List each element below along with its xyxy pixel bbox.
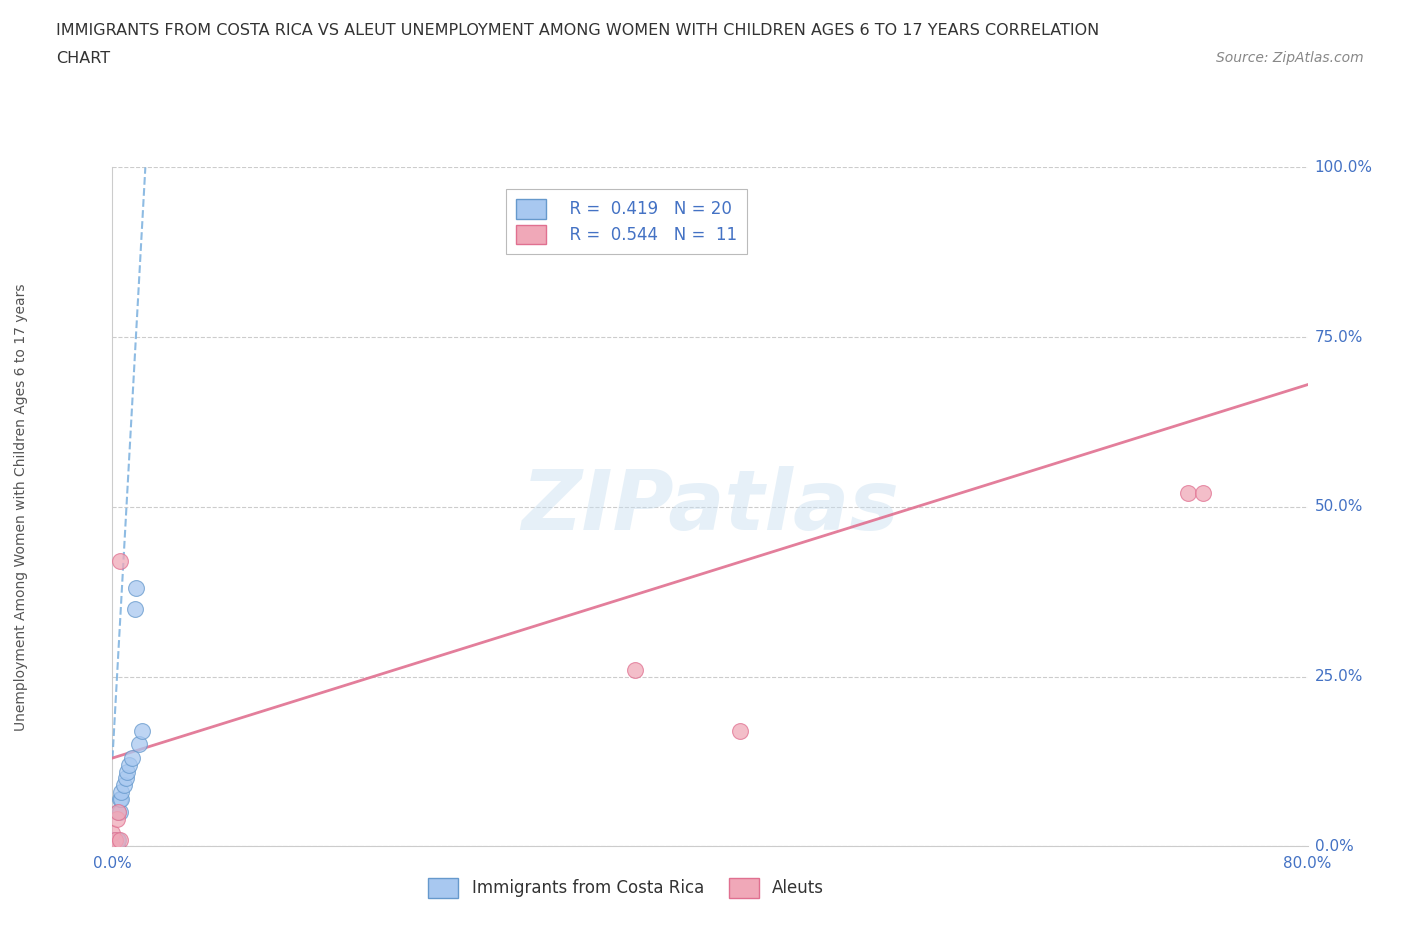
Point	[105, 812, 128, 827]
Point	[110, 791, 132, 806]
Point	[121, 751, 143, 765]
Point	[1192, 485, 1215, 500]
Point	[115, 771, 138, 786]
Text: Unemployment Among Women with Children Ages 6 to 17 years: Unemployment Among Women with Children A…	[14, 283, 28, 731]
Point	[107, 832, 129, 847]
Point	[118, 757, 141, 772]
Point	[131, 724, 153, 738]
Point	[107, 805, 129, 820]
Point	[108, 832, 131, 847]
Point	[101, 832, 124, 847]
Point	[108, 791, 131, 806]
Point	[105, 839, 128, 854]
Point	[128, 737, 150, 751]
Text: ZIPatlas: ZIPatlas	[522, 466, 898, 548]
Text: 0.0%: 0.0%	[1315, 839, 1354, 854]
Text: CHART: CHART	[56, 51, 110, 66]
Point	[101, 839, 124, 854]
Point	[105, 832, 128, 847]
Text: IMMIGRANTS FROM COSTA RICA VS ALEUT UNEMPLOYMENT AMONG WOMEN WITH CHILDREN AGES : IMMIGRANTS FROM COSTA RICA VS ALEUT UNEM…	[56, 23, 1099, 38]
Point	[101, 839, 124, 854]
Point	[107, 805, 129, 820]
Point	[110, 785, 132, 800]
Point	[624, 662, 647, 677]
Point	[1177, 485, 1199, 500]
Point	[124, 602, 146, 617]
Point	[125, 581, 148, 596]
Point	[108, 553, 131, 568]
Text: Source: ZipAtlas.com: Source: ZipAtlas.com	[1216, 51, 1364, 65]
Point	[117, 764, 139, 779]
Text: 50.0%: 50.0%	[1315, 499, 1362, 514]
Text: 75.0%: 75.0%	[1315, 329, 1362, 345]
Point	[108, 805, 131, 820]
Point	[114, 777, 135, 792]
Point	[101, 839, 124, 854]
Legend: Immigrants from Costa Rica, Aleuts: Immigrants from Costa Rica, Aleuts	[420, 870, 832, 906]
Point	[101, 825, 124, 840]
Point	[104, 832, 127, 847]
Point	[728, 724, 751, 738]
Text: 25.0%: 25.0%	[1315, 669, 1362, 684]
Text: 100.0%: 100.0%	[1315, 160, 1372, 175]
